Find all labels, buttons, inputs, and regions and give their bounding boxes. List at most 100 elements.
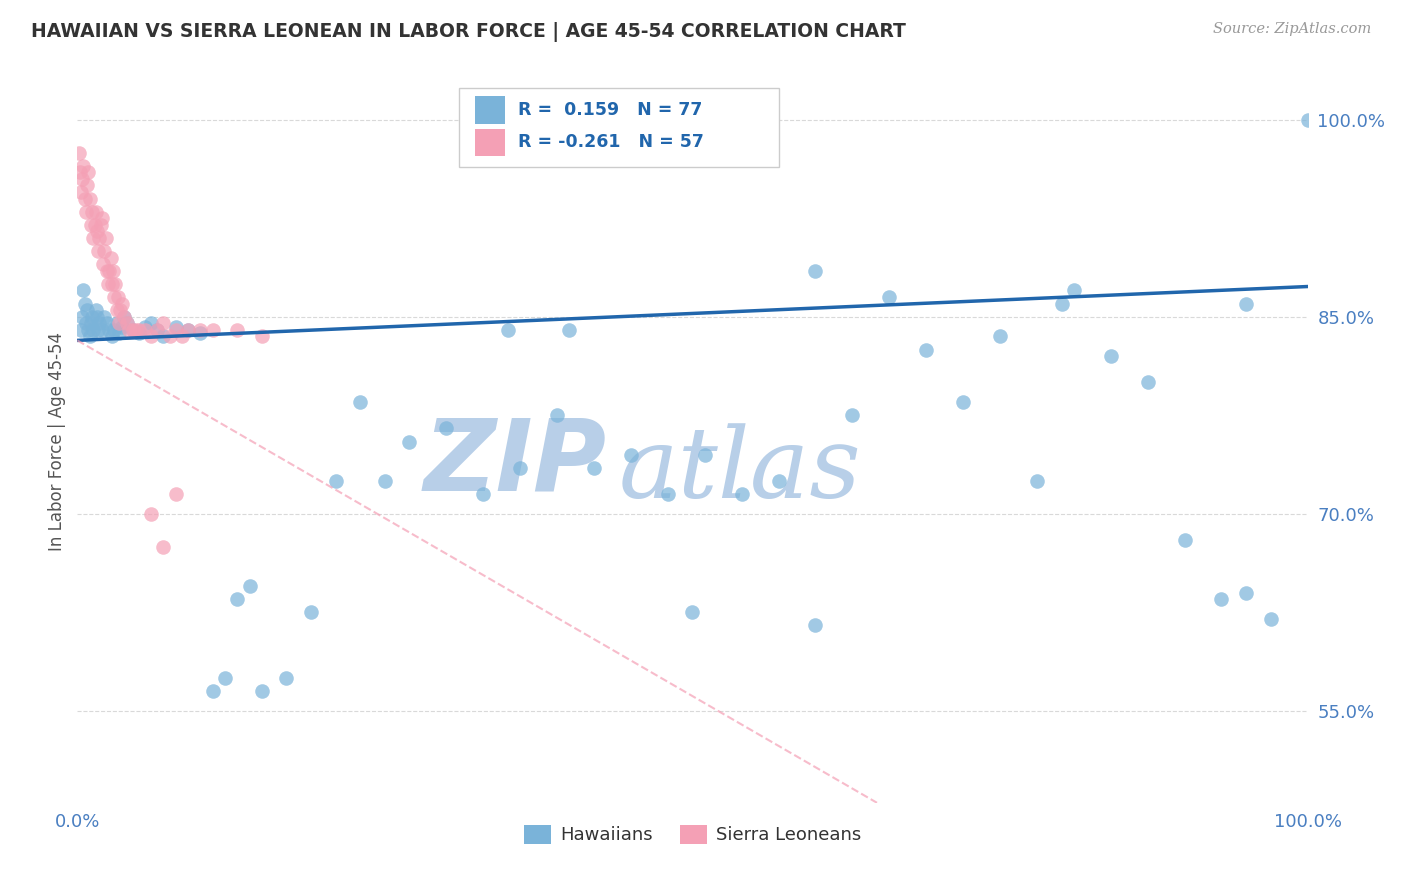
- Point: [436, 421, 458, 435]
- Point: [108, 316, 131, 330]
- Y-axis label: In Labor Force | Age 45-54: In Labor Force | Age 45-54: [48, 332, 66, 551]
- Point: [90, 218, 112, 232]
- Point: [128, 326, 150, 340]
- Point: [128, 323, 150, 337]
- Point: [558, 323, 581, 337]
- Point: [325, 474, 347, 488]
- Point: [804, 618, 827, 632]
- Text: R = -0.261   N = 57: R = -0.261 N = 57: [517, 134, 703, 152]
- Point: [82, 310, 104, 324]
- FancyBboxPatch shape: [475, 128, 506, 156]
- Point: [89, 231, 111, 245]
- Point: [98, 323, 121, 337]
- Point: [86, 224, 108, 238]
- Point: [152, 316, 174, 330]
- Point: [72, 159, 94, 173]
- Point: [509, 460, 531, 475]
- Point: [93, 310, 115, 324]
- Point: [87, 244, 110, 258]
- Point: [70, 171, 93, 186]
- Point: [768, 474, 790, 488]
- Point: [84, 303, 107, 318]
- Point: [84, 204, 107, 219]
- Point: [72, 284, 94, 298]
- Point: [214, 671, 236, 685]
- Point: [101, 277, 124, 291]
- Point: [1260, 612, 1282, 626]
- Point: [141, 507, 163, 521]
- Text: atlas: atlas: [619, 423, 862, 518]
- Point: [75, 316, 97, 330]
- Point: [250, 684, 273, 698]
- Point: [77, 165, 100, 179]
- Point: [98, 264, 121, 278]
- Point: [70, 185, 93, 199]
- Point: [276, 671, 298, 685]
- Point: [159, 329, 181, 343]
- Point: [86, 310, 108, 324]
- Point: [583, 460, 606, 475]
- Point: [299, 605, 322, 619]
- Point: [82, 231, 104, 245]
- Point: [1296, 112, 1319, 127]
- Point: [101, 264, 124, 278]
- Point: [76, 303, 98, 318]
- Point: [165, 487, 187, 501]
- Point: [165, 323, 187, 337]
- Point: [879, 290, 901, 304]
- Point: [69, 165, 91, 179]
- Point: [94, 231, 117, 245]
- Point: [73, 192, 96, 206]
- Point: [398, 434, 420, 449]
- Point: [96, 316, 118, 330]
- Point: [546, 409, 568, 423]
- Point: [105, 303, 128, 318]
- Point: [804, 264, 827, 278]
- Point: [1234, 296, 1257, 310]
- Point: [87, 323, 110, 337]
- Point: [731, 487, 754, 501]
- Point: [101, 329, 124, 343]
- Point: [165, 320, 187, 334]
- Point: [97, 277, 120, 291]
- Point: [96, 264, 118, 278]
- Point: [693, 448, 716, 462]
- Point: [76, 178, 98, 193]
- Point: [1063, 284, 1085, 298]
- Point: [177, 323, 200, 337]
- Point: [226, 592, 249, 607]
- Text: R =  0.159   N = 77: R = 0.159 N = 77: [517, 101, 702, 119]
- Point: [620, 448, 643, 462]
- Point: [121, 323, 143, 337]
- Point: [188, 326, 212, 340]
- Point: [79, 192, 101, 206]
- Point: [112, 310, 135, 324]
- FancyBboxPatch shape: [475, 96, 506, 124]
- Point: [146, 323, 169, 337]
- Point: [201, 323, 224, 337]
- Point: [100, 251, 122, 265]
- Point: [70, 323, 93, 337]
- Point: [108, 326, 131, 340]
- Point: [1234, 585, 1257, 599]
- Legend: Hawaiians, Sierra Leoneans: Hawaiians, Sierra Leoneans: [516, 818, 869, 852]
- Point: [239, 579, 262, 593]
- Point: [1211, 592, 1233, 607]
- Point: [226, 323, 249, 337]
- Point: [112, 310, 135, 324]
- Point: [250, 329, 273, 343]
- Point: [89, 316, 111, 330]
- Point: [67, 145, 90, 160]
- Point: [141, 316, 163, 330]
- Point: [79, 329, 101, 343]
- Point: [82, 204, 104, 219]
- Point: [107, 290, 129, 304]
- Point: [111, 296, 132, 310]
- Point: [841, 409, 863, 423]
- Point: [105, 316, 128, 330]
- Point: [90, 323, 114, 337]
- Point: [952, 395, 974, 409]
- Point: [77, 323, 100, 337]
- Point: [657, 487, 679, 501]
- Point: [1099, 349, 1122, 363]
